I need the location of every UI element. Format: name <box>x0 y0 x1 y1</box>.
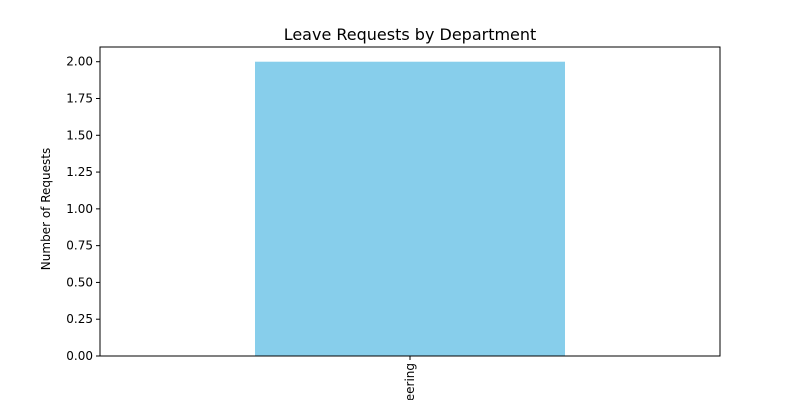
y-tick-label: 1.75 <box>66 92 93 106</box>
plot-frame <box>99 46 721 357</box>
y-tick-label: 0.00 <box>66 349 93 363</box>
chart-title: Leave Requests by Department <box>284 25 537 44</box>
y-tick-label: 1.00 <box>66 202 93 216</box>
y-tick-label: 1.50 <box>66 128 93 142</box>
bar <box>255 61 565 356</box>
y-tick-label: 2.00 <box>66 55 93 69</box>
y-axis-ticks: 0.00 0.25 0.50 0.75 1.00 1.25 1.50 1.75 2.00 <box>66 55 100 363</box>
y-tick-label: 0.25 <box>66 312 93 326</box>
x-tick-label: Engineering <box>403 363 417 400</box>
y-tick-label: 1.25 <box>66 165 93 179</box>
bars-group <box>255 61 565 356</box>
y-axis-label: Number of Requests <box>39 148 53 270</box>
x-axis-ticks: Engineering <box>403 356 417 400</box>
y-tick-label: 0.75 <box>66 239 93 253</box>
y-tick-label: 0.50 <box>66 275 93 289</box>
